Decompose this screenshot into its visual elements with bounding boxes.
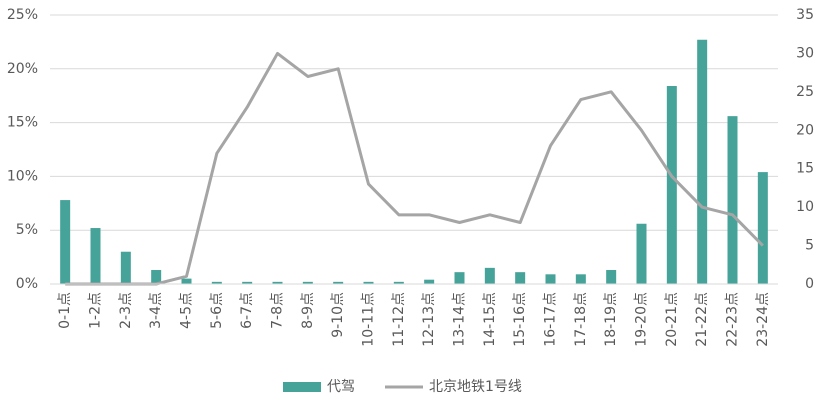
x-tick-label: 21-22点 [694,292,710,347]
x-tick-label: 23-24点 [755,292,771,347]
y2-tick-label: 0 [805,276,814,292]
y2-tick-label: 20 [796,122,814,138]
x-tick-label: 7-8点 [270,292,286,329]
x-tick-label: 3-4点 [148,292,164,329]
bar [575,274,586,284]
y-tick-label: 20% [7,61,38,77]
bar [697,39,708,284]
y2-tick-label: 15 [796,161,814,177]
bar [424,279,435,284]
bar [90,228,101,284]
x-tick-label: 11-12点 [391,292,407,347]
x-tick-label: 10-11点 [361,292,377,347]
bar [666,86,677,285]
bar [242,281,253,284]
bar [363,281,374,284]
y2-tick-label: 25 [796,84,814,100]
x-tick-label: 22-23点 [725,292,741,347]
y-tick-label: 15% [7,115,38,131]
x-tick-label: 1-2点 [88,292,104,329]
bar [606,270,617,284]
y-tick-label: 10% [7,168,38,184]
x-tick-label: 17-18点 [573,292,589,347]
legend-label: 北京地铁1号线 [429,379,522,395]
y-tick-label: 25% [7,7,38,23]
y-tick-label: 5% [16,222,38,238]
x-tick-label: 5-6点 [209,292,225,329]
bar [120,251,131,284]
x-tick-label: 16-17点 [543,292,559,347]
x-tick-label: 0-1点 [57,292,73,329]
x-tick-label: 9-10点 [330,292,346,338]
x-tick-label: 4-5点 [179,292,195,329]
bar [515,272,526,284]
bar [181,278,192,284]
x-tick-label: 18-19点 [603,292,619,347]
bar [211,281,222,284]
x-tick-label: 20-21点 [664,292,680,347]
y2-tick-label: 10 [796,199,814,215]
legend-swatch [283,382,321,392]
y2-tick-label: 30 [796,45,814,61]
x-tick-label: 6-7点 [239,292,255,329]
line [65,51,764,286]
bar [272,281,283,284]
x-tick-label: 15-16点 [512,292,528,347]
bar [333,281,344,284]
bar [484,267,495,284]
x-tick-label: 12-13点 [421,292,437,347]
x-tick-label: 2-3点 [118,292,134,329]
y2-tick-label: 5 [805,238,814,254]
bar [393,281,404,284]
legend-label: 代驾 [327,379,355,395]
x-tick-label: 8-9点 [300,292,316,329]
y2-tick-label: 35 [796,7,814,23]
x-tick-label: 19-20点 [634,292,650,347]
bar [636,223,647,284]
x-tick-label: 14-15点 [482,292,498,347]
bar [454,272,465,284]
x-tick-label: 13-14点 [452,292,468,347]
bar [757,172,768,284]
bar [727,116,738,284]
bar [60,200,71,284]
bar [151,270,162,284]
bar [302,281,313,284]
bar [545,274,556,284]
y-tick-label: 0% [16,276,38,292]
